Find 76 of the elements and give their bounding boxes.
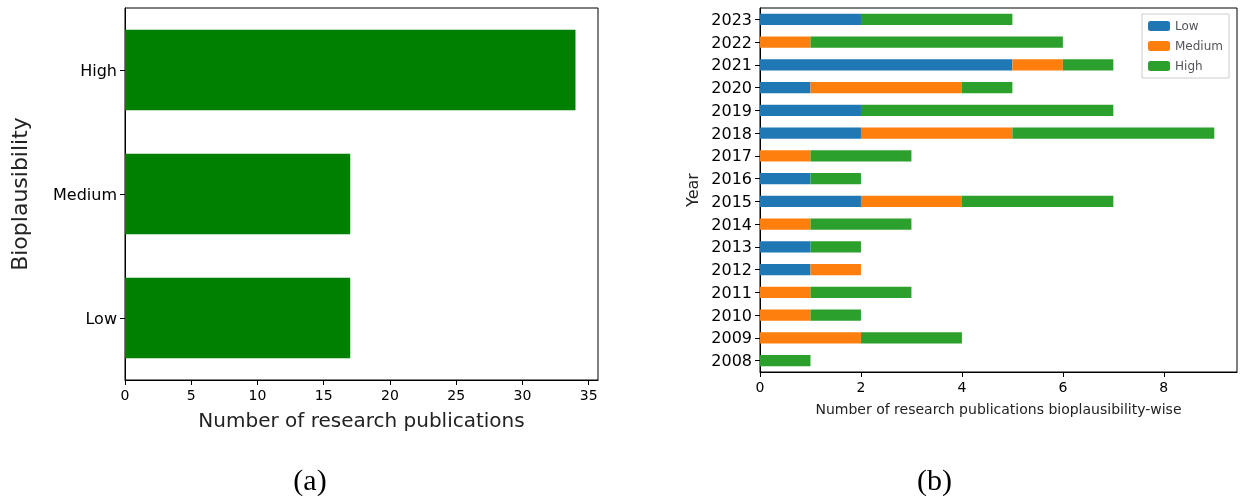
bar: [1062, 59, 1114, 71]
bar: [760, 218, 811, 230]
text: (a): [293, 462, 327, 497]
bar: [860, 104, 1114, 117]
y-axis-title: Bioplausibility: [6, 117, 32, 271]
y-tick-label: 2017: [711, 146, 752, 166]
legend-label: Medium: [1175, 39, 1223, 53]
bar: [1012, 127, 1215, 139]
y-tick-label: 2016: [711, 169, 752, 189]
y-tick-label: 2014: [711, 214, 752, 234]
x-tick-label: 0: [120, 387, 130, 403]
legend-label: High: [1175, 59, 1203, 73]
x-tick-label: 0: [755, 379, 765, 395]
bar: [760, 127, 861, 139]
y-tick-label: 2015: [711, 191, 752, 211]
bar: [760, 36, 811, 48]
bar: [810, 218, 912, 230]
y-tick-label: 2018: [711, 123, 752, 143]
text: (b): [917, 462, 952, 497]
y-tick-label: 2022: [711, 32, 752, 52]
bar: [1012, 59, 1063, 71]
bar: [961, 81, 1013, 94]
x-tick-label: 25: [447, 387, 466, 403]
y-tick-label: 2019: [711, 100, 752, 120]
bar: [810, 81, 962, 94]
bar: [810, 172, 861, 185]
bar: [760, 309, 811, 321]
bar: [760, 263, 811, 276]
bar: [760, 354, 811, 367]
y-tick-label: High: [80, 60, 117, 80]
bar: [760, 286, 811, 299]
y-tick-label: 2023: [711, 9, 752, 29]
y-tick-label: Low: [85, 308, 117, 328]
x-axis-title: Number of research publications bioplausibility-wise: [815, 401, 1182, 417]
y-axis-title: Year: [682, 172, 702, 208]
bar: [760, 81, 811, 94]
y-tick-label: 2009: [711, 328, 752, 348]
bar: [760, 13, 861, 26]
x-tick-label: 35: [579, 387, 598, 403]
y-tick-label: 2011: [711, 282, 752, 302]
bar: [760, 59, 1013, 71]
x-tick-label: 4: [957, 379, 967, 395]
y-tick-label: 2010: [711, 305, 752, 325]
bar: [810, 309, 861, 321]
bar: [810, 263, 861, 276]
y-tick-label: 2008: [711, 351, 752, 371]
x-axis-title: Number of research publications: [198, 408, 525, 432]
bar: [760, 104, 861, 117]
x-tick-label: 2: [856, 379, 866, 395]
bar: [810, 36, 1063, 48]
bar: [860, 195, 962, 208]
x-tick-label: 10: [248, 387, 267, 403]
bar: [760, 195, 861, 208]
bar: [810, 241, 861, 253]
bar: [860, 127, 1013, 139]
x-tick-label: 20: [381, 387, 399, 403]
bar: [760, 172, 811, 185]
bar: [961, 195, 1114, 208]
y-tick-label: 2020: [711, 78, 752, 98]
y-tick-label: 2013: [711, 237, 752, 257]
y-tick-label: 2021: [711, 55, 752, 75]
bar: [760, 241, 811, 253]
x-tick-label: 15: [314, 387, 333, 403]
bar: [810, 286, 912, 299]
y-tick-label: 2012: [711, 260, 752, 280]
x-tick-label: 5: [186, 387, 196, 403]
bar: [760, 332, 861, 344]
legend-label: Low: [1175, 19, 1199, 33]
bar: [810, 150, 912, 162]
bar: [760, 150, 811, 162]
y-tick-label: Medium: [53, 184, 117, 204]
bar: [860, 13, 1013, 26]
bar: [860, 332, 962, 344]
x-tick-label: 8: [1159, 379, 1169, 395]
x-tick-label: 6: [1058, 379, 1068, 395]
x-tick-label: 30: [513, 387, 532, 403]
